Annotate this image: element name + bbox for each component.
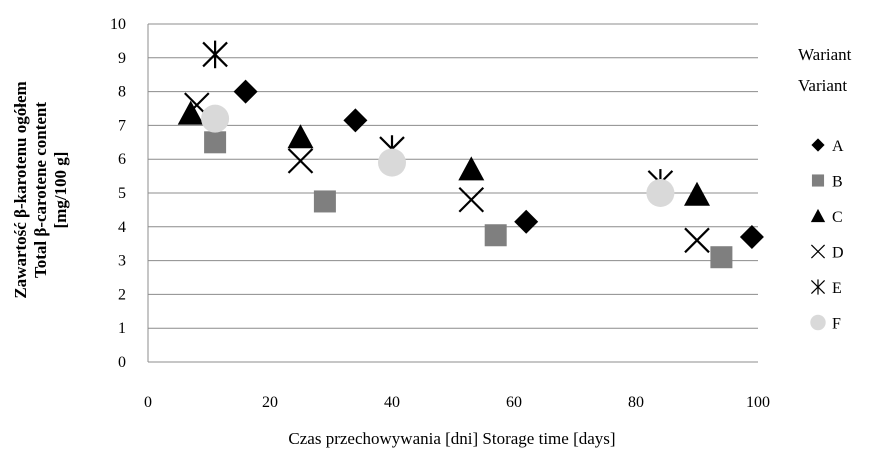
y-tick-label: 3 — [118, 253, 126, 270]
point-a-3 — [514, 209, 539, 234]
y-tick-label: 7 — [118, 117, 126, 134]
point-a-2 — [343, 108, 368, 133]
point-a-1 — [233, 79, 258, 104]
x-axis-label: Czas przechowywania [dni] Storage time [… — [288, 429, 615, 448]
x-tick-label: 80 — [628, 394, 644, 411]
legend-marker-f — [810, 314, 826, 331]
y-tick-label: 5 — [118, 185, 126, 202]
x-tick-label: 100 — [746, 394, 770, 411]
grid-lines — [148, 23, 758, 329]
point-f-2 — [378, 148, 406, 177]
x-tick-label: 60 — [506, 394, 522, 411]
point-b-1 — [204, 131, 227, 154]
y-tick-label: 0 — [118, 354, 126, 371]
legend-marker-c — [810, 208, 826, 223]
point-f-3 — [646, 179, 675, 207]
y-axis-label: Zawartość β-karotenu ogółem Total β-caro… — [11, 81, 70, 298]
legend-title-line-2: Variant — [798, 76, 847, 95]
data-points — [177, 40, 764, 269]
legend-label-d: D — [832, 245, 844, 262]
legend-label-a: A — [832, 138, 844, 155]
legend-title-line-1: Wariant — [798, 45, 852, 64]
y-axis-label-line-3: [mg/100 g] — [51, 152, 70, 229]
y-tick-label: 10 — [110, 16, 126, 33]
legend-marker-a — [811, 138, 825, 152]
legend-label-c: C — [832, 209, 843, 226]
point-b-4 — [710, 246, 733, 269]
point-a-4 — [739, 224, 764, 249]
point-b-3 — [484, 224, 507, 247]
x-tick-label: 0 — [144, 394, 152, 411]
point-d-2 — [287, 148, 314, 174]
point-b-2 — [313, 190, 336, 213]
x-tick-label: 20 — [262, 394, 278, 411]
y-axis-label-line-2: Total β-carotene content — [31, 102, 50, 278]
point-f-1 — [201, 104, 230, 133]
legend-label-b: B — [832, 174, 843, 191]
legend-marker-e — [810, 279, 826, 295]
y-tick-label: 4 — [118, 219, 126, 236]
y-tick-label: 1 — [118, 320, 126, 337]
y-tick-label: 9 — [118, 50, 126, 67]
point-d-4 — [684, 227, 710, 254]
y-tick-label: 8 — [118, 84, 126, 101]
y-tick-label: 6 — [118, 151, 126, 168]
point-c-4 — [684, 181, 710, 206]
axes — [147, 24, 758, 363]
legend-marker-d — [810, 244, 826, 259]
point-c-2 — [287, 124, 314, 149]
y-axis-label-line-1: Zawartość β-karotenu ogółem — [11, 81, 30, 298]
x-tick-labels: 0 20 40 60 80 100 — [144, 394, 770, 411]
legend: Wariant Variant A B C D E F — [798, 45, 852, 333]
legend-items: A B C D E F — [810, 138, 844, 333]
point-c-3 — [458, 156, 485, 181]
y-tick-labels: 0 1 2 3 4 5 6 7 8 9 10 — [110, 16, 126, 371]
point-d-3 — [458, 186, 485, 213]
y-tick-label: 2 — [118, 286, 126, 303]
legend-marker-b — [811, 174, 825, 187]
legend-label-e: E — [832, 280, 842, 297]
point-e-1 — [202, 40, 228, 69]
x-tick-label: 40 — [384, 394, 400, 411]
legend-label-f: F — [832, 316, 841, 333]
